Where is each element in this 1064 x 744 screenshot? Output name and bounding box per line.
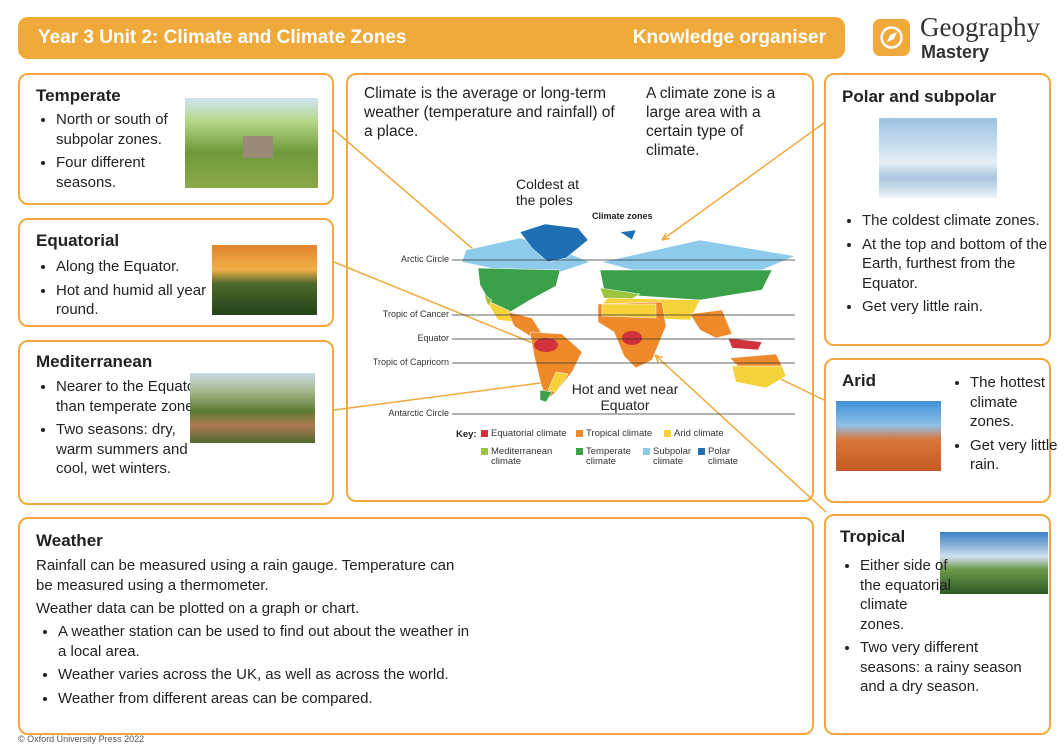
key-swatch — [643, 448, 650, 455]
map-region — [547, 371, 569, 393]
key-swatch — [664, 430, 671, 437]
photo — [836, 401, 941, 471]
bullet: Weather varies across the UK, as well as… — [58, 665, 478, 685]
bullet-list: The coldest climate zones. At the top and… — [842, 211, 1062, 321]
bullet: Get very little rain. — [862, 297, 1062, 317]
bullet: The hottest climate zones. — [970, 373, 1064, 432]
definition: A climate zone is a large area with a ce… — [646, 85, 776, 159]
bullet-list: North or south of subpolar zones. Four di… — [36, 110, 206, 196]
key-name: Tropical climate — [586, 428, 653, 439]
bullet-list: Nearer to the Equator than temperate zon… — [36, 377, 211, 483]
latitude-label: Antarctic Circle — [388, 408, 449, 418]
arrow-head — [654, 354, 663, 363]
center-panel — [346, 73, 814, 502]
key-name: Equatorial climate — [491, 428, 567, 439]
zone-title: Mediterranean — [36, 352, 153, 371]
bullet-list: The hottest climate zones. Get very littl… — [950, 373, 1064, 479]
connector — [654, 354, 827, 513]
key-swatch — [576, 430, 583, 437]
map-region — [619, 229, 637, 241]
photo — [190, 373, 315, 443]
map-title: Climate zones — [592, 211, 653, 221]
weather-title: Weather — [36, 531, 103, 550]
logo-title: Geography — [920, 12, 1040, 42]
latitude-label: Arctic Circle — [400, 254, 449, 264]
bullet: Get very little rain. — [970, 436, 1064, 475]
photo-detail — [243, 136, 273, 158]
key-swatch — [576, 448, 583, 455]
latitude-label: Tropic of Cancer — [382, 309, 449, 319]
bullet: Weather from different areas can be comp… — [58, 689, 478, 709]
definition: Climate is the average or long-term weat… — [364, 85, 615, 140]
weather-panel — [18, 517, 814, 735]
logo-subtitle: Mastery — [921, 42, 990, 62]
photo — [185, 98, 318, 188]
header-subtitle: Knowledge organiser — [632, 27, 826, 48]
zone-title: Tropical — [840, 527, 906, 546]
key-swatch — [698, 448, 705, 455]
bullet: At the top and bottom of the Earth, furt… — [862, 235, 1062, 294]
key-swatch — [481, 448, 488, 455]
bullet-list: Along the Equator. Hot and humid all year… — [36, 257, 226, 324]
bullet: Two very different seasons: a rainy seas… — [860, 638, 1040, 697]
callout: Hot and wet near Equator — [571, 381, 679, 413]
bullet: Four different seasons. — [56, 153, 206, 192]
map-region — [731, 365, 787, 389]
header-bar — [18, 17, 845, 59]
footer: © Oxford University Press 2022 — [18, 734, 145, 744]
latitude-label: Tropic of Capricorn — [372, 357, 449, 367]
connector — [333, 261, 541, 347]
arrow-head — [661, 232, 670, 241]
bullet: Two seasons: dry, warm summers and cool,… — [56, 420, 211, 479]
key-name: Arid climate — [674, 428, 724, 439]
map-region — [601, 303, 657, 319]
key-label: Key: — [456, 429, 477, 440]
paragraph: Weather data can be plotted on a graph o… — [36, 600, 360, 617]
map-region — [689, 309, 733, 339]
key-name: Mediterranean climate — [491, 446, 553, 467]
bullet: Hot and humid all year round. — [56, 281, 226, 320]
map-region — [483, 293, 493, 307]
bullet: North or south of subpolar zones. — [56, 110, 206, 149]
photo — [879, 118, 997, 198]
photo — [212, 245, 317, 315]
latitude-label: Equator — [417, 333, 449, 343]
zone-title: Temperate — [36, 86, 121, 105]
zone-title: Arid — [842, 371, 876, 390]
zone-title: Polar and subpolar — [842, 87, 996, 106]
photo — [940, 532, 1048, 594]
bullet: A weather station can be used to find ou… — [58, 622, 478, 661]
map-region — [727, 337, 763, 351]
map-region — [519, 223, 589, 263]
map-region — [539, 389, 553, 403]
zone-title: Equatorial — [36, 231, 120, 250]
connector — [333, 381, 549, 411]
bullet-list: Either side of the equatorial climate zo… — [840, 556, 1040, 701]
bullet: Along the Equator. — [56, 257, 226, 277]
key-name: Polar climate — [708, 446, 739, 467]
bullet: Either side of the equatorial climate zo… — [860, 556, 955, 634]
logo-glyph — [880, 26, 903, 49]
paragraph: Rainfall can be measured using a rain ga… — [36, 557, 455, 594]
map-region — [534, 338, 558, 352]
map-region — [477, 267, 561, 313]
map-region — [622, 331, 642, 345]
logo-icon — [873, 19, 910, 56]
bullet-list: A weather station can be used to find ou… — [38, 622, 478, 712]
connector — [661, 114, 836, 241]
bullet: Nearer to the Equator than temperate zon… — [56, 377, 211, 416]
bullet: The coldest climate zones. — [862, 211, 1062, 231]
key-name: Temperate climate — [586, 446, 631, 467]
callout: Coldest at the poles — [516, 176, 580, 208]
key-swatch — [481, 430, 488, 437]
header-title: Year 3 Unit 2: Climate and Climate Zones — [38, 27, 407, 48]
key-name: Subpolar climate — [653, 446, 692, 467]
